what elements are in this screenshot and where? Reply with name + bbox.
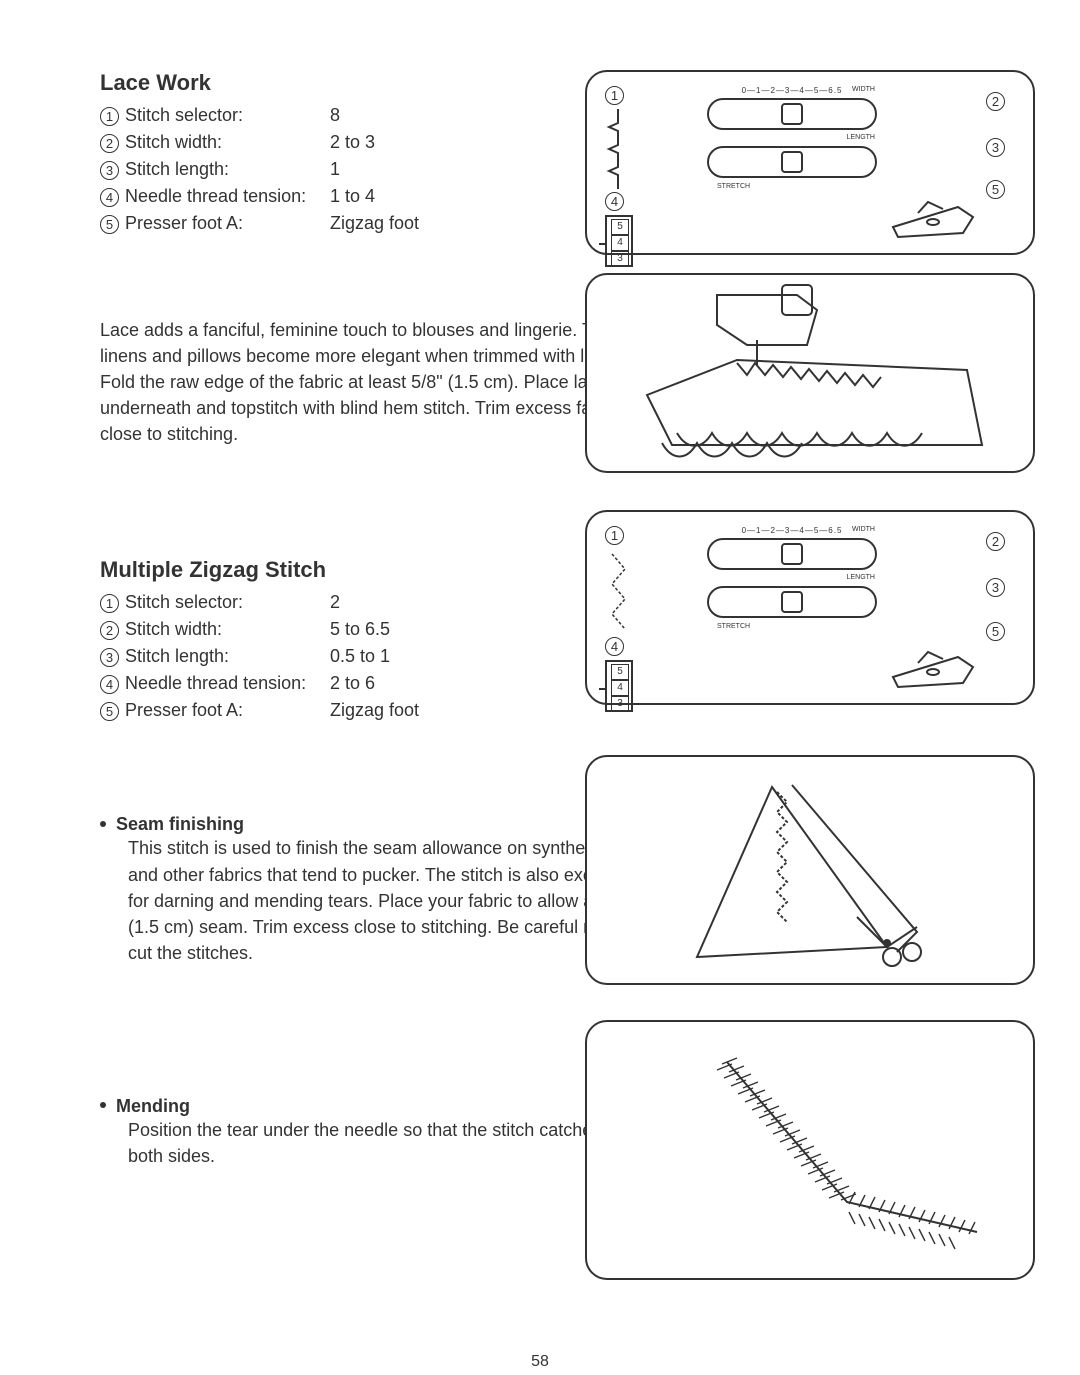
setting-value: Zigzag foot <box>330 697 419 724</box>
width-dial-icon: 0—1—2—3—4—5—6.5 WIDTH <box>707 538 877 570</box>
setting-label: Stitch length: <box>125 646 229 666</box>
setting-value: 1 to 4 <box>330 183 375 210</box>
mending-text: Position the tear under the needle so th… <box>100 1117 640 1169</box>
setting-value: 2 to 3 <box>330 129 375 156</box>
multiple-zigzag-preview-icon <box>605 549 631 639</box>
seam-finishing-icon <box>587 757 1037 987</box>
lace-work-settings-diagram: 1 4 5 4 3 0—1—2—3—4—5—6.5 <box>585 70 1035 255</box>
callout-5-icon: 5 <box>986 180 1005 199</box>
manual-page: Lace Work 1Stitch selector: 8 2Stitch wi… <box>0 0 1080 1375</box>
circled-number-icon: 4 <box>100 188 119 207</box>
setting-label: Stitch selector: <box>125 105 243 125</box>
circled-number-icon: 4 <box>100 675 119 694</box>
tension-gauge-icon: 5 4 3 <box>605 215 633 267</box>
circled-number-icon: 5 <box>100 702 119 721</box>
mending-heading: Mending <box>116 1096 190 1116</box>
callout-5-icon: 5 <box>986 622 1005 641</box>
setting-value: 8 <box>330 102 340 129</box>
callout-1-icon: 1 <box>605 526 624 545</box>
length-dial-icon: STRETCH LENGTH <box>707 586 877 618</box>
lace-work-paragraph: Lace adds a fanciful, feminine touch to … <box>100 317 640 369</box>
callout-3-icon: 3 <box>986 138 1005 157</box>
setting-value: 1 <box>330 156 340 183</box>
circled-number-icon: 2 <box>100 134 119 153</box>
setting-value: 5 to 6.5 <box>330 616 390 643</box>
tension-gauge-icon: 5 4 3 <box>605 660 633 712</box>
setting-label: Presser foot A: <box>125 700 243 720</box>
mending-diagram <box>585 1020 1035 1280</box>
presser-foot-icon <box>888 197 978 241</box>
setting-value: 2 <box>330 589 340 616</box>
setting-label: Needle thread tension: <box>125 186 306 206</box>
lace-work-illustration <box>585 273 1035 473</box>
bullet-icon <box>100 821 106 827</box>
callout-2-icon: 2 <box>986 532 1005 551</box>
circled-number-icon: 5 <box>100 215 119 234</box>
setting-label: Presser foot A: <box>125 213 243 233</box>
callout-4-icon: 4 <box>605 637 624 656</box>
setting-value: Zigzag foot <box>330 210 419 237</box>
lace-work-paragraph: Fold the raw edge of the fabric at least… <box>100 369 640 447</box>
circled-number-icon: 1 <box>100 107 119 126</box>
circled-number-icon: 3 <box>100 648 119 667</box>
callout-2-icon: 2 <box>986 92 1005 111</box>
circled-number-icon: 2 <box>100 621 119 640</box>
page-number: 58 <box>0 1353 1080 1371</box>
setting-label: Stitch width: <box>125 132 222 152</box>
callout-3-icon: 3 <box>986 578 1005 597</box>
seam-finishing-text: This stitch is used to finish the seam a… <box>100 835 640 965</box>
setting-label: Stitch selector: <box>125 592 243 612</box>
stitch-preview-icon <box>605 109 631 199</box>
bullet-icon <box>100 1102 106 1108</box>
width-dial-icon: 0—1—2—3—4—5—6.5 WIDTH <box>707 98 877 130</box>
lace-sewing-diagram-icon <box>587 275 1037 475</box>
circled-number-icon: 1 <box>100 594 119 613</box>
callout-1-icon: 1 <box>605 86 624 105</box>
presser-foot-icon <box>888 647 978 691</box>
seam-finishing-diagram <box>585 755 1035 985</box>
multiple-zigzag-settings-diagram: 1 4 5 4 3 0—1—2—3—4— <box>585 510 1035 705</box>
callout-4-icon: 4 <box>605 192 624 211</box>
length-dial-icon: STRETCH LENGTH <box>707 146 877 178</box>
seam-finishing-heading: Seam finishing <box>116 814 244 834</box>
setting-label: Stitch width: <box>125 619 222 639</box>
circled-number-icon: 3 <box>100 161 119 180</box>
setting-label: Stitch length: <box>125 159 229 179</box>
setting-label: Needle thread tension: <box>125 673 306 693</box>
setting-value: 2 to 6 <box>330 670 375 697</box>
mending-tear-icon <box>587 1022 1037 1282</box>
setting-value: 0.5 to 1 <box>330 643 390 670</box>
